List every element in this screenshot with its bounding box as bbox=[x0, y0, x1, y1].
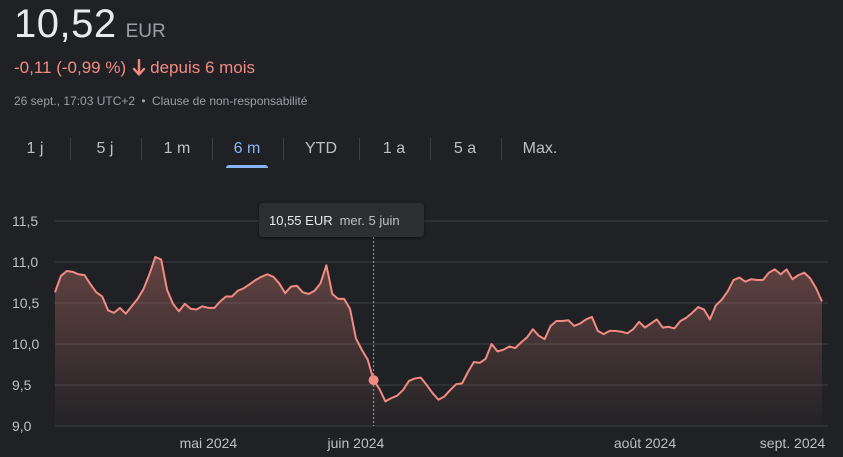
change-value: -0,11 (-0,99 %) bbox=[14, 58, 127, 77]
tab-divider bbox=[501, 138, 502, 160]
tab-divider bbox=[430, 138, 431, 160]
tab-max[interactable]: Max. bbox=[522, 140, 558, 157]
quote-meta: 26 sept., 17:03 UTC+2 • Clause de non-re… bbox=[14, 94, 307, 108]
y-tick-label: 10,5 bbox=[12, 295, 39, 311]
tab-divider bbox=[70, 138, 71, 160]
change-period: depuis 6 mois bbox=[150, 58, 256, 77]
x-tick-label: juin 2024 bbox=[326, 435, 384, 451]
chart-tooltip: 10,55 EUR mer. 5 juin bbox=[259, 203, 424, 237]
series-area bbox=[55, 257, 822, 426]
tab-divider bbox=[212, 138, 213, 160]
tab-divider bbox=[359, 138, 360, 160]
tab-5-days[interactable]: 5 j bbox=[96, 140, 114, 157]
tab-divider bbox=[283, 138, 284, 160]
price-header: 10,52 EUR bbox=[14, 2, 166, 47]
price-chart[interactable]: 11,5 11,0 10,5 10,0 9,5 9,0 mai 2024 juin 2024 a… bbox=[0, 195, 843, 457]
y-tick-label: 11,0 bbox=[12, 254, 38, 270]
tab-1-day[interactable]: 1 j bbox=[26, 140, 44, 157]
timestamp: 26 sept., 17:03 UTC+2 bbox=[14, 94, 136, 108]
tab-5-years[interactable]: 5 a bbox=[453, 140, 477, 157]
range-tabs: 1 j 5 j 1 m 6 m YTD 1 a 5 a Max. bbox=[0, 130, 843, 170]
y-tick-label: 9,5 bbox=[12, 377, 32, 393]
tab-1-month[interactable]: 1 m bbox=[163, 140, 191, 157]
series-line bbox=[54, 256, 823, 403]
y-tick-label: 11,5 bbox=[12, 213, 38, 229]
tab-divider bbox=[141, 138, 142, 160]
x-tick-label: août 2024 bbox=[614, 435, 676, 451]
currency-label: EUR bbox=[125, 21, 166, 42]
tab-1-year[interactable]: 1 a bbox=[382, 140, 406, 157]
arrow-down-icon bbox=[132, 59, 146, 76]
hover-point bbox=[368, 375, 379, 386]
y-tick-label: 10,0 bbox=[12, 336, 39, 352]
disclaimer-link[interactable]: Clause de non-responsabilité bbox=[151, 94, 308, 108]
separator: • bbox=[141, 94, 146, 108]
x-tick-label: mai 2024 bbox=[180, 435, 238, 451]
price-change: -0,11 (-0,99 %) depuis 6 mois bbox=[14, 58, 255, 78]
tab-ytd[interactable]: YTD bbox=[305, 140, 337, 157]
tooltip-date: mer. 5 juin bbox=[339, 212, 400, 228]
x-tick-label: sept. 2024 bbox=[760, 435, 826, 451]
current-price: 10,52 bbox=[14, 2, 117, 46]
y-tick-label: 9,0 bbox=[12, 418, 32, 434]
tooltip-price: 10,55 EUR bbox=[269, 212, 333, 228]
tab-6-months[interactable]: 6 m bbox=[226, 130, 268, 168]
